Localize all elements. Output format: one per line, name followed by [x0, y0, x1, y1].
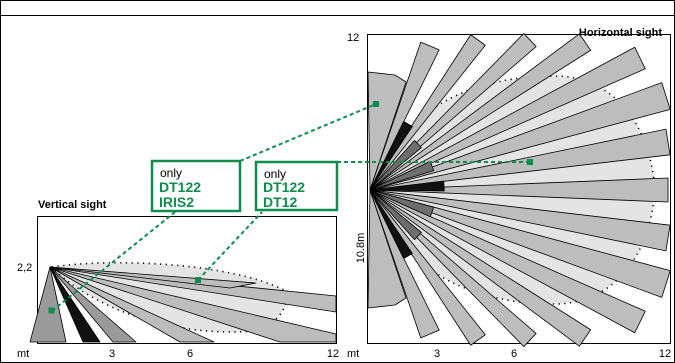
horizontal-short-beam	[369, 189, 413, 259]
callout-box	[150, 159, 242, 213]
horizontal-x-unit: mt	[347, 348, 359, 360]
horizontal-beam	[369, 189, 440, 339]
horizontal-beam	[369, 189, 671, 252]
horizontal-beam	[369, 189, 671, 298]
horizontal-beam-group	[367, 33, 671, 347]
horizontal-beam	[369, 189, 592, 347]
vertical-x-tick: 12	[327, 348, 339, 360]
horizontal-sight-panel: Horizontal sight 12 10.8m mt 3 6 12	[347, 27, 671, 360]
horizontal-beam	[369, 33, 592, 191]
callout-model: DT12	[263, 194, 297, 210]
horizontal-x-tick: 12	[659, 348, 671, 360]
horizontal-edge-beam	[367, 189, 407, 309]
vertical-sight-panel: Vertical sight 2,2 mt 3 6 12	[17, 199, 339, 360]
vertical-beam	[49, 266, 215, 343]
callout-dt12: only DT122 DT12	[254, 160, 339, 212]
horizontal-beam	[369, 128, 671, 191]
vertical-x-tick: 3	[109, 348, 115, 360]
horizontal-short-beam	[369, 139, 422, 191]
horizontal-x-tick: 3	[434, 348, 440, 360]
callout-box	[254, 160, 339, 212]
horizontal-x-tick: 6	[511, 348, 517, 360]
horizontal-short-beam	[369, 189, 422, 241]
horizontal-short-beam	[369, 189, 435, 218]
callout-iris2: only DT122 IRIS2	[150, 159, 242, 213]
horizontal-beam	[369, 177, 669, 203]
horizontal-beam	[369, 41, 440, 191]
vertical-beam-group	[29, 266, 337, 343]
horizontal-beam	[369, 34, 486, 191]
horizontal-beam	[369, 82, 671, 191]
horizontal-top-label: 12	[347, 32, 359, 44]
horizontal-beam	[369, 189, 486, 346]
leader-endpoints	[48, 101, 533, 314]
vertical-beam	[49, 266, 101, 343]
callout-leaders	[51, 103, 530, 312]
callout-only-label: only	[160, 166, 182, 180]
horizontal-beam	[369, 189, 646, 334]
leader-endpoint	[373, 101, 379, 107]
vertical-beam	[49, 266, 257, 289]
leader-endpoint	[48, 307, 55, 314]
horizontal-short-beam	[369, 160, 435, 191]
callout-only-label: only	[264, 167, 286, 181]
horizontal-beam	[369, 46, 646, 191]
horizontal-short-beam	[369, 180, 445, 192]
leader-line	[239, 103, 377, 162]
leader-line	[197, 211, 263, 281]
callout-model: DT122	[263, 179, 305, 195]
vertical-sight-title: Vertical sight	[38, 199, 107, 211]
vertical-height-label: 2,2	[17, 262, 32, 274]
horizontal-sight-title: Horizontal sight	[579, 27, 662, 39]
leader-line	[51, 211, 176, 312]
callout-model: IRIS2	[159, 194, 194, 210]
horizontal-side-label: 10.8m	[355, 233, 367, 264]
leader-endpoint	[527, 159, 533, 165]
vertical-down-beam	[29, 266, 67, 343]
vertical-beam	[49, 266, 137, 343]
leader-endpoint	[195, 277, 201, 283]
callout-model: DT122	[159, 179, 201, 195]
vertical-x-tick: 6	[187, 348, 193, 360]
vertical-x-unit: mt	[17, 348, 29, 360]
vertical-beam	[49, 266, 337, 343]
horizontal-short-beam	[369, 121, 413, 191]
